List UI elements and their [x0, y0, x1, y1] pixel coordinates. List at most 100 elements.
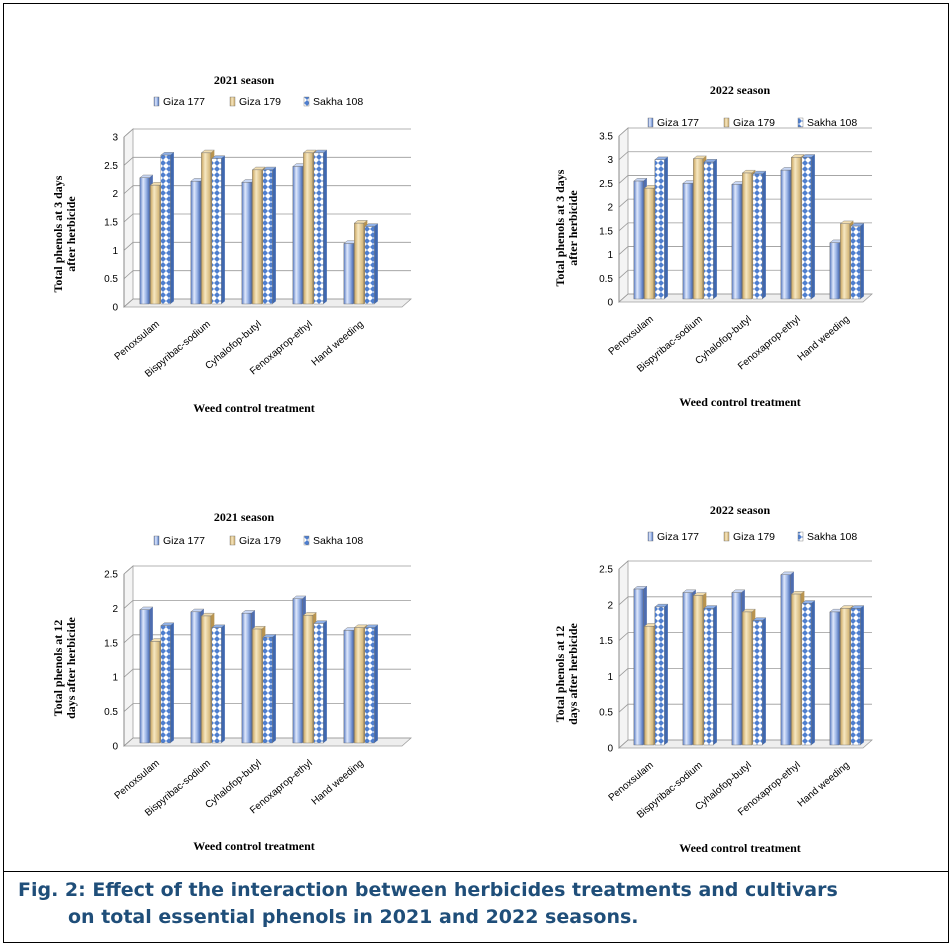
y-axis-label: Total phenols at 3 daysafter herbicide: [51, 175, 78, 292]
bar: [780, 169, 791, 300]
chart-title: 2022 season: [710, 83, 771, 97]
y-tick-label: 2: [112, 189, 118, 200]
x-category-label: Hand weeding: [796, 760, 852, 810]
bar-side: [170, 152, 174, 304]
y-tick-label: 3: [607, 155, 613, 166]
chart-panel-top-right: 0 0.5 1 1.5 2 2.5 3 3.5 Penoxsulam Bispyribac-sod…: [502, 3, 949, 469]
chart-title: 2021 season: [214, 73, 275, 87]
legend-swatch: [229, 96, 236, 107]
bar: [682, 592, 693, 746]
x-axis-label: Weed control treatment: [193, 401, 315, 415]
bar: [241, 182, 252, 305]
legend-label: Sakha 108: [313, 96, 363, 108]
bar: [780, 574, 791, 746]
bar: [850, 608, 861, 746]
legend-label: Sakha 108: [807, 531, 857, 543]
chart-panel-bottom-right: 0 0.5 1 1.5 2 2.5 Penoxsulam Bispyribac-sodium C…: [502, 468, 949, 872]
legend-label: Giza 177: [657, 531, 699, 543]
bar: [654, 606, 665, 746]
y-tick-label: 0: [607, 298, 613, 309]
y-tick-label: 1.5: [104, 638, 118, 649]
y-axis-label: Total phenols at 12days after herbicide: [51, 616, 78, 718]
chart-title: 2022 season: [710, 503, 771, 517]
legend-swatch: [723, 117, 730, 128]
legend-label: Giza 179: [239, 96, 281, 108]
bar: [211, 158, 222, 305]
bar-side: [170, 622, 174, 743]
y-tick-label: 1: [112, 673, 118, 684]
bar-side: [664, 604, 668, 745]
y-tick-label: 1: [607, 672, 613, 683]
chart-side-wall: [123, 565, 134, 747]
bar-side: [323, 150, 327, 304]
y-tick-label: 1.5: [599, 636, 613, 647]
bar: [313, 623, 324, 744]
legend-label: Giza 179: [733, 531, 775, 543]
chart-panel-top-left: 0 0.5 1 1.5 2 2.5 3 Penoxsulam Bispyribac-sodium…: [3, 3, 503, 469]
bar: [633, 588, 644, 746]
bar: [703, 608, 714, 746]
bar: [791, 157, 802, 300]
bar-chart: 00.511.522.5PenoxsulamBispyribac-sodiumC…: [51, 510, 413, 853]
bar: [840, 223, 851, 300]
bar-side: [762, 617, 766, 745]
bar: [160, 625, 171, 744]
bar: [829, 611, 840, 746]
bar: [343, 243, 354, 305]
chart-title: 2021 season: [214, 510, 275, 524]
bar: [742, 611, 753, 746]
y-tick-label: 0.5: [599, 274, 613, 285]
gridline: [618, 596, 872, 606]
bar: [840, 608, 851, 746]
x-category-label: Penoxsulam: [607, 760, 656, 804]
legend-swatch: [647, 117, 654, 128]
legend-swatch: [153, 535, 160, 546]
bar-side: [374, 624, 378, 743]
y-tick-label: 2.5: [104, 570, 118, 581]
y-tick-label: 2: [112, 604, 118, 615]
y-tick-label: 2: [607, 203, 613, 214]
bar: [801, 157, 812, 300]
x-category-label: Hand weeding: [310, 319, 366, 369]
bar: [241, 613, 252, 744]
chart-side-wall: [618, 127, 629, 303]
y-tick-label: 0.5: [104, 707, 118, 718]
bar-side: [811, 600, 815, 745]
gridline: [123, 128, 411, 138]
bar: [693, 158, 704, 300]
bar-side: [860, 223, 864, 299]
bar: [262, 637, 273, 744]
bar: [201, 615, 212, 744]
caption-line-2: on total essential phenols in 2021 and 2…: [68, 906, 639, 928]
legend-swatch: [797, 531, 804, 542]
y-axis-label: Total phenols at 12days after herbicide: [553, 622, 580, 724]
bar-side: [221, 155, 225, 304]
x-axis-label: Weed control treatment: [679, 395, 801, 409]
bar-side: [713, 159, 717, 299]
bar: [850, 225, 861, 300]
legend-label: Giza 177: [163, 96, 205, 108]
x-category-label: Penoxsulam: [113, 758, 162, 802]
gridline: [123, 565, 411, 575]
bar-side: [664, 156, 668, 299]
y-tick-label: 1: [607, 250, 613, 261]
bar: [731, 184, 742, 300]
bar: [364, 226, 375, 305]
legend-label: Sakha 108: [313, 535, 363, 547]
bar: [190, 180, 201, 305]
bar-side: [811, 154, 815, 299]
bar: [752, 620, 763, 746]
y-axis-label: Total phenols at 3 daysafter herbicide: [553, 169, 580, 286]
gridline: [618, 560, 872, 570]
bar: [829, 242, 840, 300]
bar: [201, 152, 212, 305]
bar: [292, 166, 303, 305]
y-tick-label: 3: [112, 133, 118, 144]
x-category-label: Hand weeding: [310, 758, 366, 808]
bar: [160, 154, 171, 305]
bar: [190, 611, 201, 744]
bar: [682, 183, 693, 300]
bar: [693, 595, 704, 746]
bar-side: [762, 171, 766, 299]
bar: [752, 173, 763, 300]
